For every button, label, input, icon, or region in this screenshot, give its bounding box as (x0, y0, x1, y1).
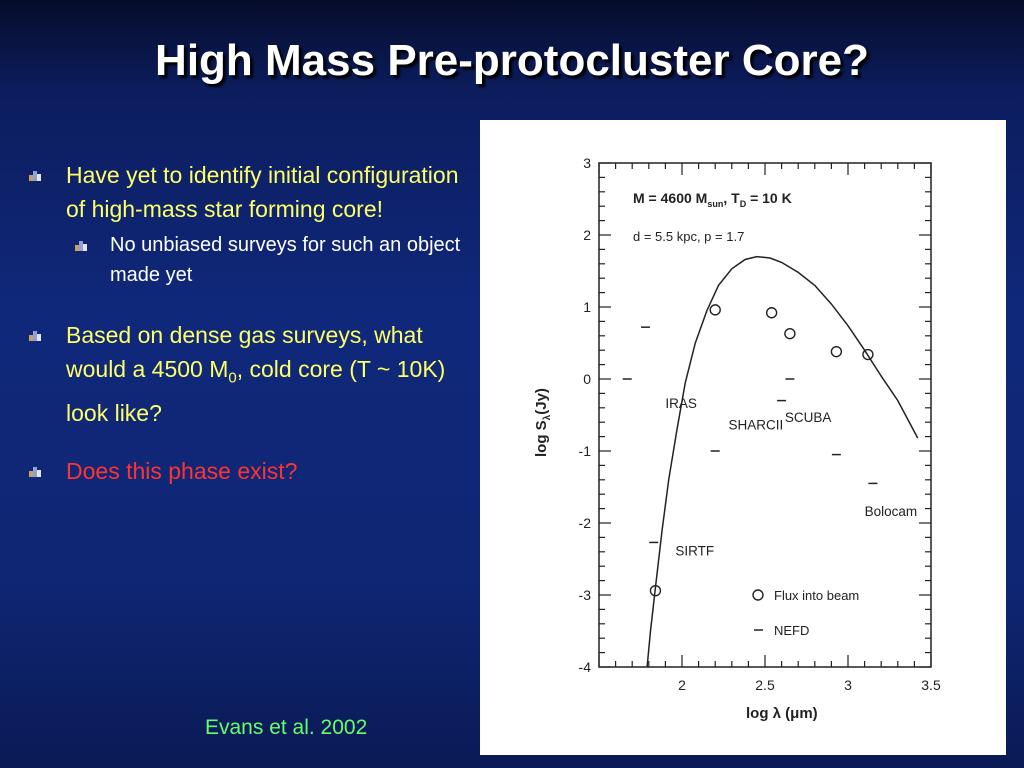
tick-labels: 2 2.5 3 3.5 3 2 1 0 -1 -2 -3 -4 IRAS SHARCII SCUBA Bolo… (579, 155, 941, 693)
chart-annotation-line1: M = 4600 Msun, TD = 10 K (633, 190, 792, 209)
flux-point (649, 584, 662, 597)
bullet-icon (29, 466, 41, 477)
citation: Evans et al. 2002 (205, 716, 368, 739)
slide-title: High Mass Pre-protocluster Core? (155, 36, 869, 85)
instrument-label: SCUBA (785, 410, 832, 425)
x-tick-label: 2.5 (755, 677, 775, 693)
x-tick-label: 2 (678, 677, 686, 693)
model-sed-curve (646, 255, 919, 668)
legend-label-flux: Flux into beam (774, 588, 859, 603)
bullet-item-dense-gas: Based on dense gas surveys, what would a… (26, 318, 476, 430)
sed-chart: 2 2.5 3 3.5 3 2 1 0 -1 -2 -3 -4 IRAS SHARCII SCUBA Bolo… (533, 155, 941, 722)
bullet-text: Based on dense gas surveys, what would a… (66, 322, 446, 426)
x-tick-label: 3.5 (921, 677, 941, 693)
instrument-label: Bolocam (865, 504, 918, 519)
bullet-list: Have yet to identify initial configurati… (26, 158, 476, 512)
sub-bullet-item-surveys: No unbiased surveys for such an object m… (74, 230, 476, 290)
flux-point (830, 345, 843, 358)
x-tick-label: 3 (844, 677, 852, 693)
x-axis-label: log λ (μm) (746, 705, 818, 722)
data-marks (622, 304, 878, 597)
sed-figure: 2 2.5 3 3.5 3 2 1 0 -1 -2 -3 -4 IRAS SHARCII SCUBA Bolo… (480, 120, 1006, 755)
model-curve-layer (646, 255, 919, 668)
bullet-icon (29, 331, 41, 341)
axis-ticks (598, 162, 932, 668)
y-tick-label: 1 (583, 299, 591, 315)
legend: Flux into beam NEFD (752, 588, 859, 638)
flux-point (709, 304, 721, 316)
y-tick-label: -2 (579, 515, 592, 531)
y-tick-label: -3 (579, 587, 592, 603)
instrument-label: IRAS (665, 396, 697, 411)
bullet-icon (75, 241, 87, 251)
flux-point (765, 307, 778, 319)
y-axis-label: log Sλ(Jy) (533, 388, 553, 457)
y-tick-label: -1 (579, 443, 592, 459)
legend-label-nefd: NEFD (774, 623, 809, 638)
bullet-item-phase: Does this phase exist? (26, 454, 476, 488)
bullet-icon (29, 171, 41, 181)
instrument-label: SHARCII (728, 417, 783, 432)
flux-point (862, 348, 874, 361)
bullet-text: No unbiased surveys for such an object m… (110, 234, 461, 286)
legend-circle-marker (752, 589, 764, 601)
y-tick-label: 3 (583, 155, 591, 171)
bullet-text: Does this phase exist? (66, 457, 298, 484)
instrument-label: SIRTF (675, 543, 714, 558)
flux-point (784, 327, 796, 340)
y-tick-label: -4 (579, 659, 592, 675)
y-tick-label: 2 (583, 227, 591, 243)
chart-annotation-line2: d = 5.5 kpc, p = 1.7 (633, 229, 744, 244)
bullet-item-identify: Have yet to identify initial configurati… (26, 158, 476, 226)
bullet-text: Have yet to identify initial configurati… (66, 162, 459, 222)
y-tick-label: 0 (583, 371, 591, 387)
